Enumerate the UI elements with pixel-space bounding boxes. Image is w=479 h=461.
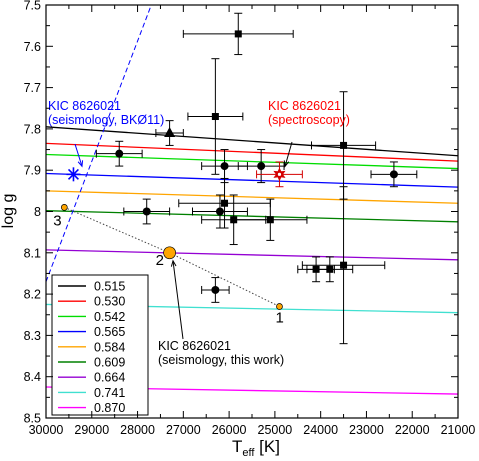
legend-label-4: 0.584 (94, 340, 125, 354)
legend-entry-6: 0.664 (58, 371, 125, 385)
y-tick-label-6: 8.1 (24, 246, 41, 260)
legend-label-0: 0.515 (94, 280, 125, 294)
circle-point-0 (115, 149, 124, 158)
markers: 1 2 3 (53, 30, 398, 326)
track-line-4 (46, 190, 458, 204)
track-line-3 (46, 172, 458, 188)
bko11-asterisk-marker (66, 167, 81, 182)
y-tick-label-1: 7.6 (24, 40, 41, 54)
this-work-point-1 (276, 303, 283, 310)
square-point-0 (234, 30, 242, 38)
legend-entry-4: 0.584 (58, 340, 125, 354)
this-work-label-3: 3 (53, 212, 61, 229)
legend-entry-2: 0.542 (58, 310, 125, 324)
track-line-5 (46, 210, 458, 223)
square-point-4 (230, 216, 238, 224)
y-tick-label-10: 8.5 (24, 412, 41, 426)
circle-point-2 (220, 162, 229, 171)
this-work-line (64, 206, 280, 307)
legend-label-7: 0.741 (94, 386, 125, 400)
x-tick-label-9: 21000 (441, 423, 476, 437)
x-axis-label-main: T (232, 437, 242, 456)
legend-label-3: 0.565 (94, 325, 125, 339)
x-tick-label-7: 23000 (349, 423, 384, 437)
bko11-dashed-line (46, 5, 152, 282)
legend-entry-3: 0.565 (58, 325, 125, 339)
annotations: KIC 8626021 (seismology, BKØ11) KIC 862602… (48, 99, 350, 367)
track-line-1 (46, 142, 458, 162)
y-tick-label-3: 7.8 (24, 122, 41, 136)
legend-label-1: 0.530 (94, 295, 125, 309)
y-tick-label-0: 7.5 (24, 0, 41, 13)
spectroscopy-star-marker (273, 167, 286, 182)
circle-point-1 (142, 207, 151, 216)
legend-entry-7: 0.741 (58, 386, 125, 400)
x-tick-label-6: 24000 (303, 423, 338, 437)
annotation-this-work: KIC 8626021 (seismology, this work) (158, 339, 284, 367)
square-point-1 (211, 113, 219, 121)
legend-label-8: 0.870 (94, 401, 125, 415)
circle-point-4 (257, 162, 266, 171)
track-line-2 (46, 153, 458, 170)
this-work-point-3 (60, 204, 68, 211)
legend-label-5: 0.609 (94, 356, 125, 370)
this-work-dotted-line (64, 206, 280, 307)
y-tick-label-4: 7.9 (24, 164, 41, 178)
this-work-label-1: 1 (275, 309, 283, 326)
arrow-spectroscopy (283, 141, 293, 168)
circle-point-6 (389, 170, 398, 179)
y-tick-label-8: 8.3 (24, 329, 41, 343)
legend-entry-1: 0.530 (58, 295, 125, 309)
x-axis-label-unit: [K] (254, 437, 280, 456)
this-work-point-2 (163, 246, 176, 260)
y-tick-label-7: 8.2 (24, 288, 41, 302)
square-point-8 (340, 261, 348, 269)
axes: 30000 29000 28000 27000 26000 25000 24000 23000… (24, 0, 476, 437)
x-axis-label-sub: eff (242, 447, 255, 459)
square-point-3 (221, 199, 229, 207)
x-tick-label-3: 27000 (166, 423, 201, 437)
track-line-0 (46, 126, 458, 157)
arrow-bko11 (74, 143, 84, 168)
circle-point-3 (215, 207, 224, 216)
square-point-6 (312, 265, 320, 273)
legend-label-6: 0.664 (94, 371, 125, 385)
x-tick-label-5: 25000 (258, 423, 293, 437)
legend-box (51, 274, 149, 416)
x-axis-label: Teff [K] (232, 437, 280, 459)
this-work-label-2: 2 (156, 252, 164, 269)
legend-label-2: 0.542 (94, 310, 125, 324)
track-line-6 (46, 249, 458, 261)
triangle-point-0 (164, 127, 176, 138)
square-point-7 (326, 265, 334, 273)
x-tick-label-0: 30000 (29, 423, 64, 437)
bko11-line (46, 5, 152, 282)
arrow-this-work (170, 259, 184, 340)
square-point-5 (266, 216, 274, 224)
x-tick-label-1: 29000 (74, 423, 109, 437)
annotation-spectroscopy: KIC 8626021 (spectroscopy) (268, 99, 350, 127)
y-tick-label-2: 7.7 (24, 81, 41, 95)
x-tick-label-8: 22000 (395, 423, 430, 437)
circle-point-5 (211, 285, 220, 294)
x-tick-label-4: 26000 (212, 423, 247, 437)
annotation-bko11: KIC 8626021 (seismology, BKØ11) (48, 99, 164, 127)
square-point-2 (340, 141, 348, 149)
y-axis-label: log g (0, 194, 17, 229)
y-tick-label-5: 8 (34, 205, 41, 219)
x-tick-label-2: 28000 (120, 423, 155, 437)
legend-entry-5: 0.609 (58, 356, 125, 370)
legend-entry-8: 0.870 (58, 401, 125, 415)
legend-entry-0: 0.515 (58, 280, 125, 294)
y-tick-label-9: 8.4 (24, 370, 41, 384)
